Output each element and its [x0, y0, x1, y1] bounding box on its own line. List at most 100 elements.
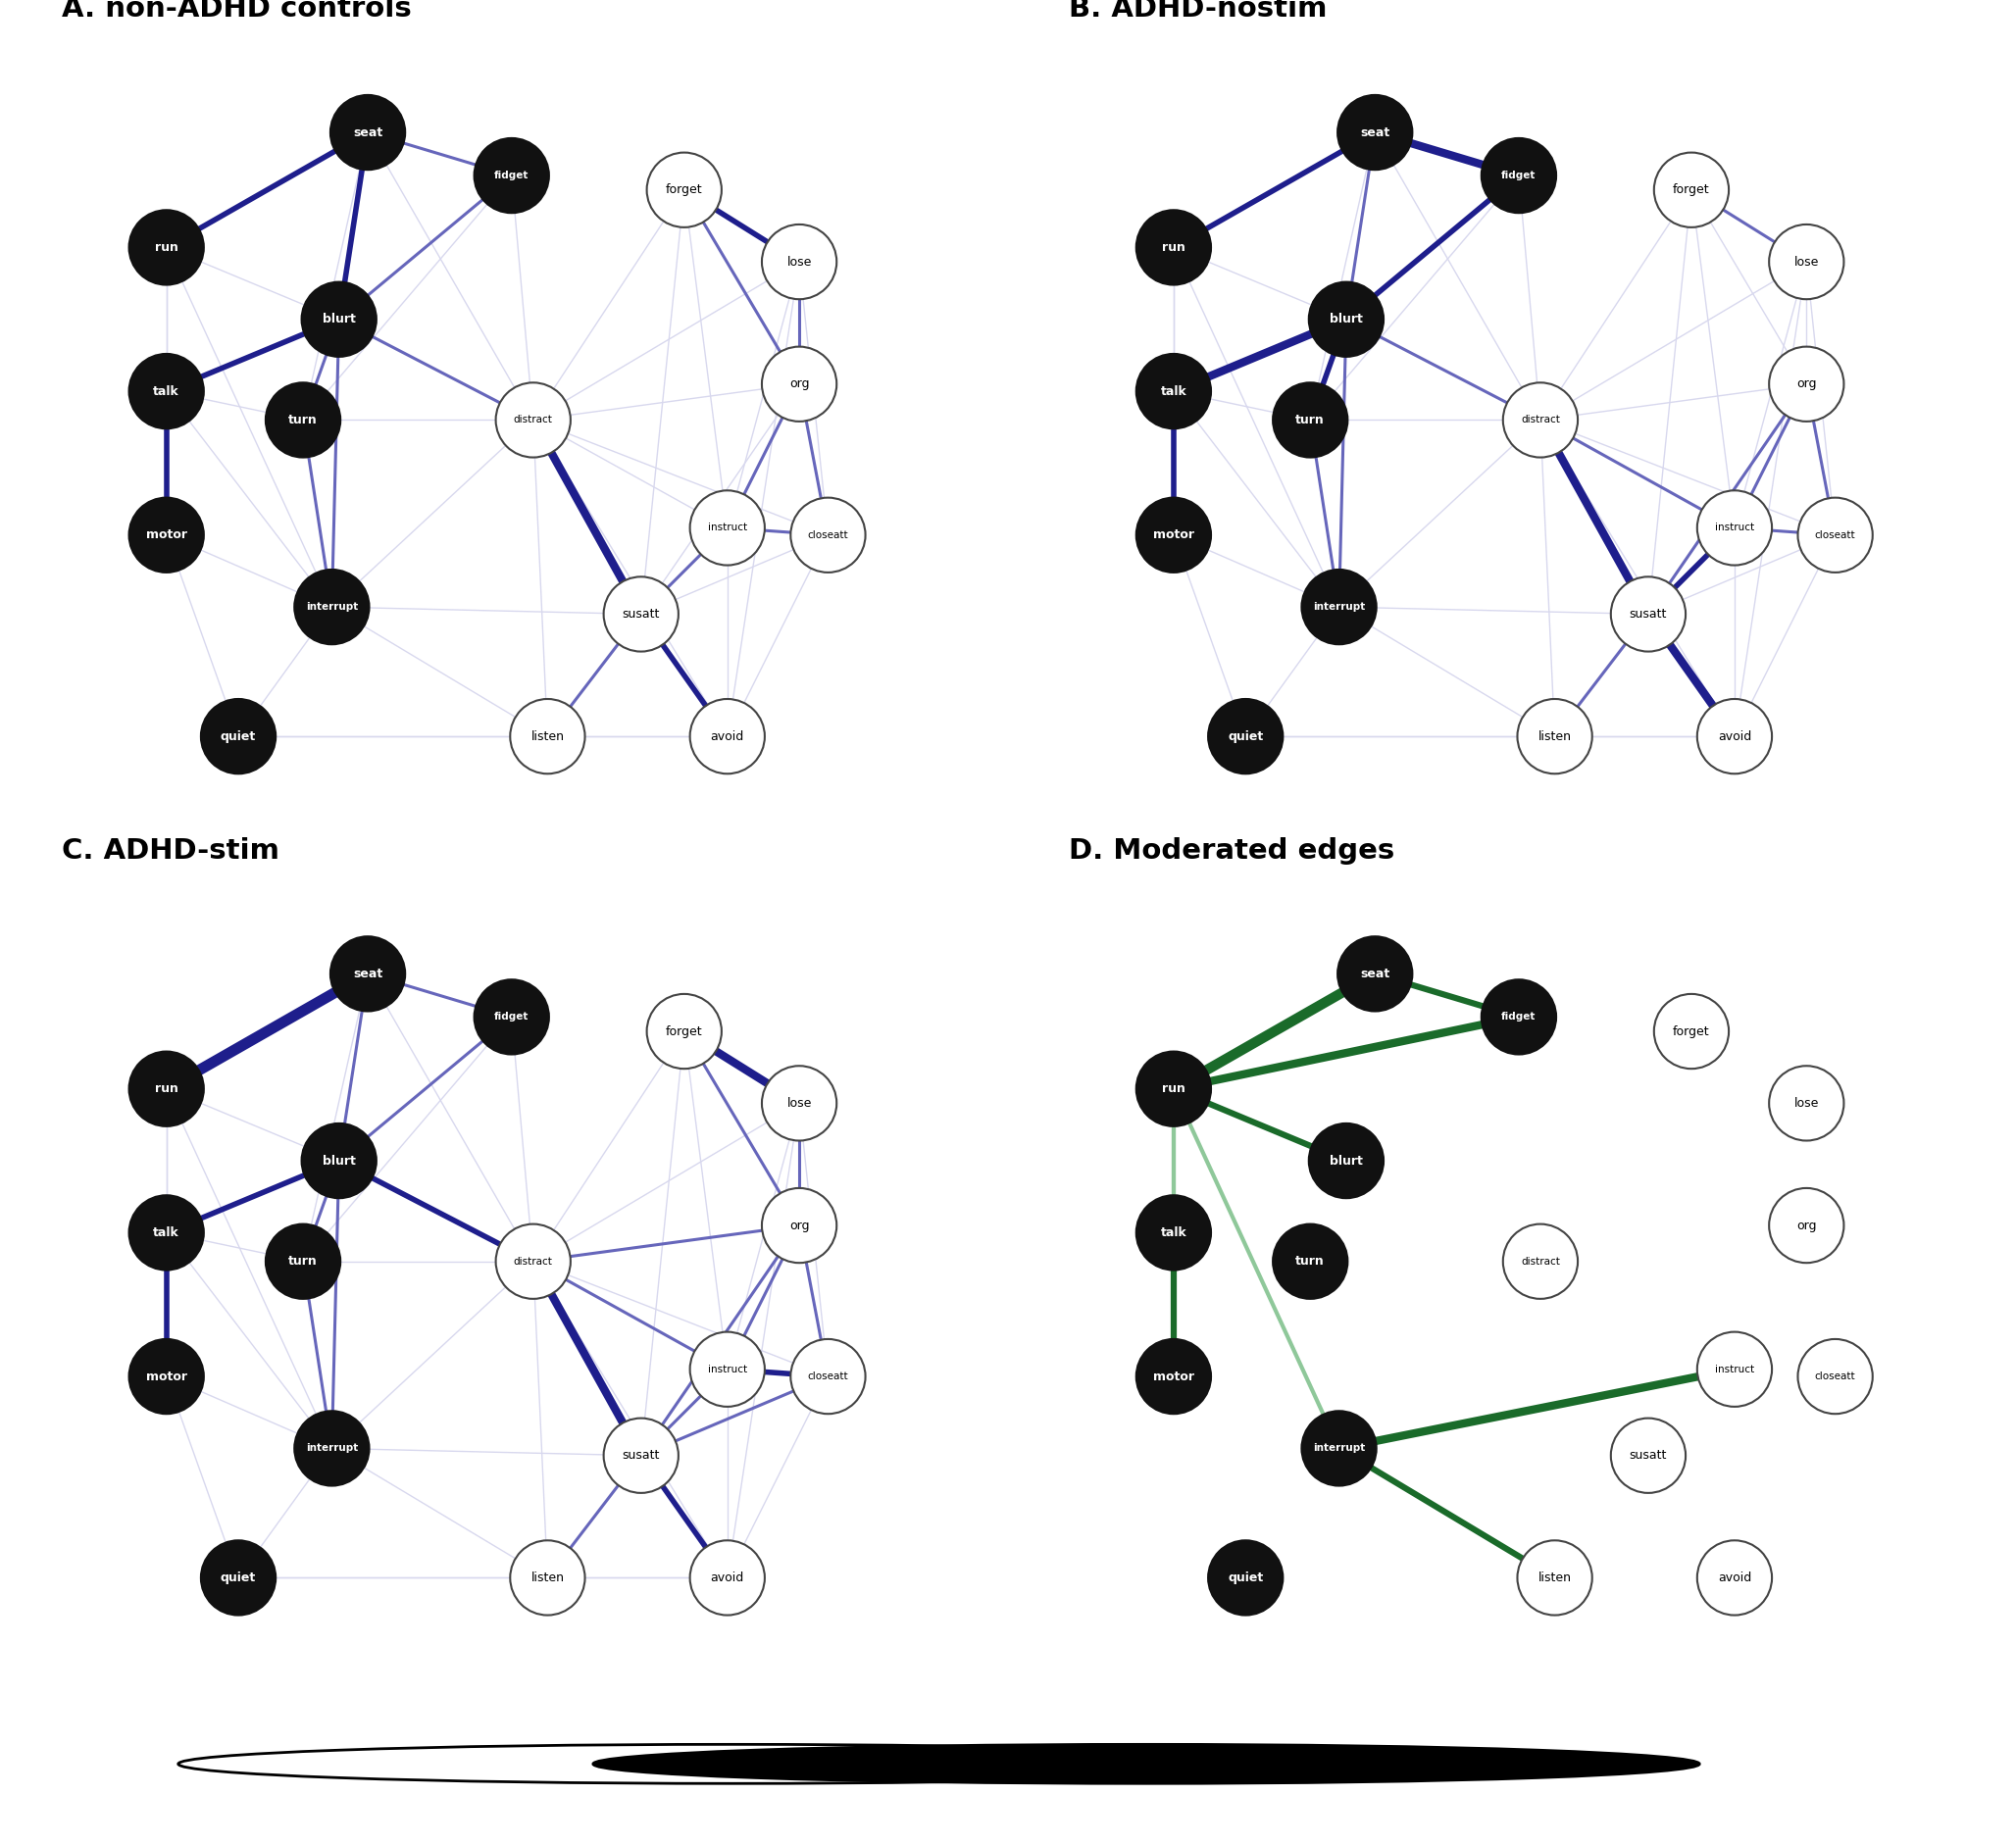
- Text: Hyperactive-impulsive: Hyperactive-impulsive: [1226, 1753, 1486, 1775]
- Text: fidget: fidget: [494, 1013, 528, 1022]
- Text: susatt: susatt: [1629, 1448, 1667, 1461]
- Text: fidget: fidget: [1502, 1013, 1536, 1022]
- Circle shape: [1798, 498, 1873, 572]
- Circle shape: [266, 1223, 341, 1299]
- Circle shape: [1518, 699, 1593, 773]
- Circle shape: [790, 1339, 865, 1413]
- Circle shape: [129, 354, 204, 428]
- Circle shape: [689, 699, 764, 773]
- Circle shape: [129, 1052, 204, 1125]
- Text: talk: talk: [153, 1227, 179, 1240]
- Text: forget: forget: [665, 1026, 704, 1037]
- Circle shape: [1504, 1223, 1579, 1299]
- Circle shape: [474, 980, 548, 1053]
- Circle shape: [1770, 1066, 1845, 1140]
- Circle shape: [593, 1744, 1699, 1784]
- Text: avoid: avoid: [710, 1572, 744, 1585]
- Text: C. ADHD-stim: C. ADHD-stim: [62, 838, 280, 863]
- Circle shape: [689, 1332, 764, 1406]
- Circle shape: [1302, 1411, 1377, 1485]
- Circle shape: [790, 498, 865, 572]
- Circle shape: [129, 498, 204, 572]
- Text: lose: lose: [1794, 255, 1818, 268]
- Text: forget: forget: [1673, 183, 1710, 196]
- Text: D. Moderated edges: D. Moderated edges: [1068, 838, 1395, 863]
- Text: instruct: instruct: [708, 522, 748, 533]
- Circle shape: [689, 1541, 764, 1614]
- Text: run: run: [155, 1083, 177, 1096]
- Circle shape: [762, 1066, 837, 1140]
- Circle shape: [1272, 382, 1347, 458]
- Circle shape: [474, 138, 548, 212]
- Text: forget: forget: [1673, 1026, 1710, 1037]
- Text: org: org: [1796, 1220, 1816, 1232]
- Circle shape: [294, 570, 369, 644]
- Circle shape: [1697, 491, 1772, 565]
- Circle shape: [1611, 1419, 1685, 1493]
- Circle shape: [1697, 1332, 1772, 1406]
- Text: avoid: avoid: [1718, 1572, 1752, 1585]
- Text: lose: lose: [786, 255, 812, 268]
- Circle shape: [1504, 382, 1579, 458]
- Text: turn: turn: [1296, 1255, 1325, 1268]
- Text: susatt: susatt: [1629, 607, 1667, 620]
- Circle shape: [496, 1223, 571, 1299]
- Circle shape: [177, 1744, 1284, 1784]
- Text: blurt: blurt: [323, 314, 355, 327]
- Text: run: run: [1161, 1083, 1185, 1096]
- Circle shape: [1137, 1196, 1212, 1269]
- Text: interrupt: interrupt: [306, 1443, 359, 1454]
- Circle shape: [1653, 153, 1730, 227]
- Text: seat: seat: [1361, 967, 1389, 980]
- Text: instruct: instruct: [708, 1365, 748, 1375]
- Text: quiet: quiet: [1228, 731, 1264, 744]
- Text: blurt: blurt: [1331, 314, 1363, 327]
- Text: fidget: fidget: [1502, 170, 1536, 181]
- Circle shape: [202, 1541, 276, 1614]
- Text: Inattentive: Inattentive: [810, 1753, 937, 1775]
- Circle shape: [1137, 498, 1212, 572]
- Text: distract: distract: [514, 415, 552, 424]
- Text: avoid: avoid: [710, 731, 744, 744]
- Circle shape: [1770, 1188, 1845, 1262]
- Circle shape: [129, 210, 204, 284]
- Circle shape: [331, 937, 405, 1011]
- Circle shape: [1302, 570, 1377, 644]
- Circle shape: [1272, 1223, 1347, 1299]
- Circle shape: [1770, 225, 1845, 299]
- Circle shape: [1482, 138, 1556, 212]
- Circle shape: [1208, 699, 1282, 773]
- Text: seat: seat: [353, 125, 383, 138]
- Text: motor: motor: [1153, 1371, 1193, 1384]
- Text: turn: turn: [288, 413, 319, 426]
- Circle shape: [302, 1124, 377, 1197]
- Text: lose: lose: [786, 1098, 812, 1109]
- Text: talk: talk: [1161, 386, 1187, 399]
- Text: susatt: susatt: [623, 607, 659, 620]
- Text: quiet: quiet: [220, 1572, 256, 1585]
- Circle shape: [647, 153, 722, 227]
- Circle shape: [129, 1339, 204, 1413]
- Circle shape: [510, 1541, 585, 1614]
- Circle shape: [202, 699, 276, 773]
- Text: motor: motor: [145, 530, 187, 541]
- Text: blurt: blurt: [1331, 1155, 1363, 1168]
- Circle shape: [510, 699, 585, 773]
- Text: quiet: quiet: [1228, 1572, 1264, 1585]
- Circle shape: [496, 382, 571, 458]
- Circle shape: [1137, 354, 1212, 428]
- Text: seat: seat: [1361, 125, 1389, 138]
- Circle shape: [1697, 699, 1772, 773]
- Text: fidget: fidget: [494, 170, 528, 181]
- Circle shape: [1518, 1541, 1593, 1614]
- Circle shape: [689, 491, 764, 565]
- Circle shape: [603, 1419, 679, 1493]
- Text: listen: listen: [1538, 1572, 1570, 1585]
- Text: org: org: [788, 1220, 808, 1232]
- Circle shape: [762, 1188, 837, 1262]
- Circle shape: [294, 1411, 369, 1485]
- Text: listen: listen: [1538, 731, 1570, 744]
- Circle shape: [1611, 577, 1685, 651]
- Text: forget: forget: [665, 183, 704, 196]
- Text: seat: seat: [353, 967, 383, 980]
